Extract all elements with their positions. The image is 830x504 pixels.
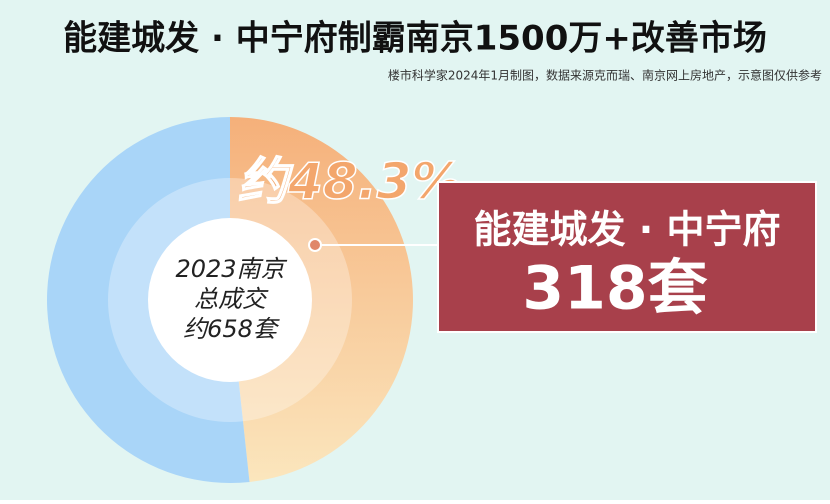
slice (230, 117, 413, 482)
callout-name: 能建城发 · 中宁府 (474, 208, 781, 252)
donut-hole (148, 218, 312, 382)
chart-title: 能建城发 · 中宁府制霸南京1500万+改善市场 (63, 19, 767, 59)
center-label: 约658套 (183, 315, 280, 343)
callout-count: 318套 (522, 254, 707, 324)
leader-dot (308, 238, 322, 252)
center-label: 总成交 (194, 285, 269, 313)
callout-box (437, 181, 817, 333)
subtitle: 楼市科学家2024年1月制图，数据来源克而瑞、南京网上房地产，示意图仅供参考 (388, 68, 822, 83)
value-label: 约48.3% (238, 153, 461, 211)
center-label: 2023南京 (175, 255, 287, 283)
